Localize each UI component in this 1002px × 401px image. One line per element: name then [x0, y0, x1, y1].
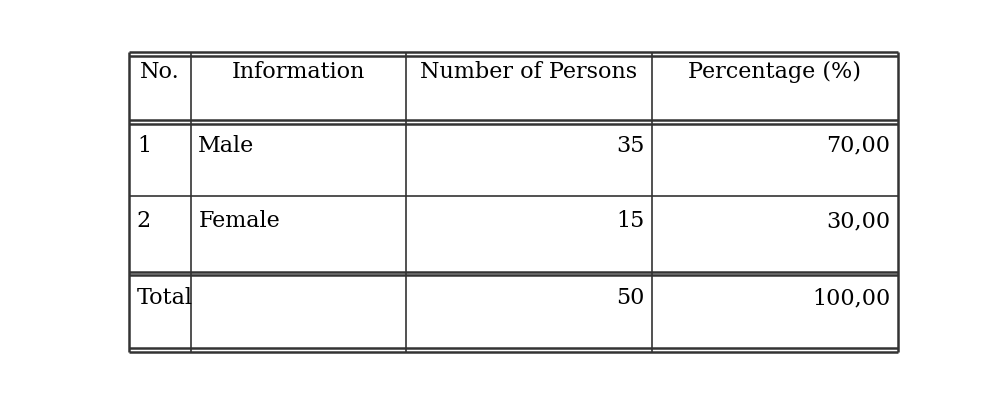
Text: 100,00: 100,00 [812, 286, 890, 308]
Text: 1: 1 [137, 134, 151, 156]
Text: Information: Information [231, 61, 365, 83]
Text: 2: 2 [137, 210, 151, 232]
Text: Male: Male [198, 134, 255, 156]
Text: 15: 15 [616, 210, 644, 232]
Text: Percentage (%): Percentage (%) [688, 61, 862, 83]
Text: Total: Total [137, 286, 192, 308]
Text: 30,00: 30,00 [826, 210, 890, 232]
Text: 70,00: 70,00 [827, 134, 890, 156]
Text: No.: No. [140, 61, 179, 83]
Text: Female: Female [198, 210, 281, 232]
Text: 35: 35 [616, 134, 644, 156]
Text: 50: 50 [616, 286, 644, 308]
Text: Number of Persons: Number of Persons [420, 61, 637, 83]
